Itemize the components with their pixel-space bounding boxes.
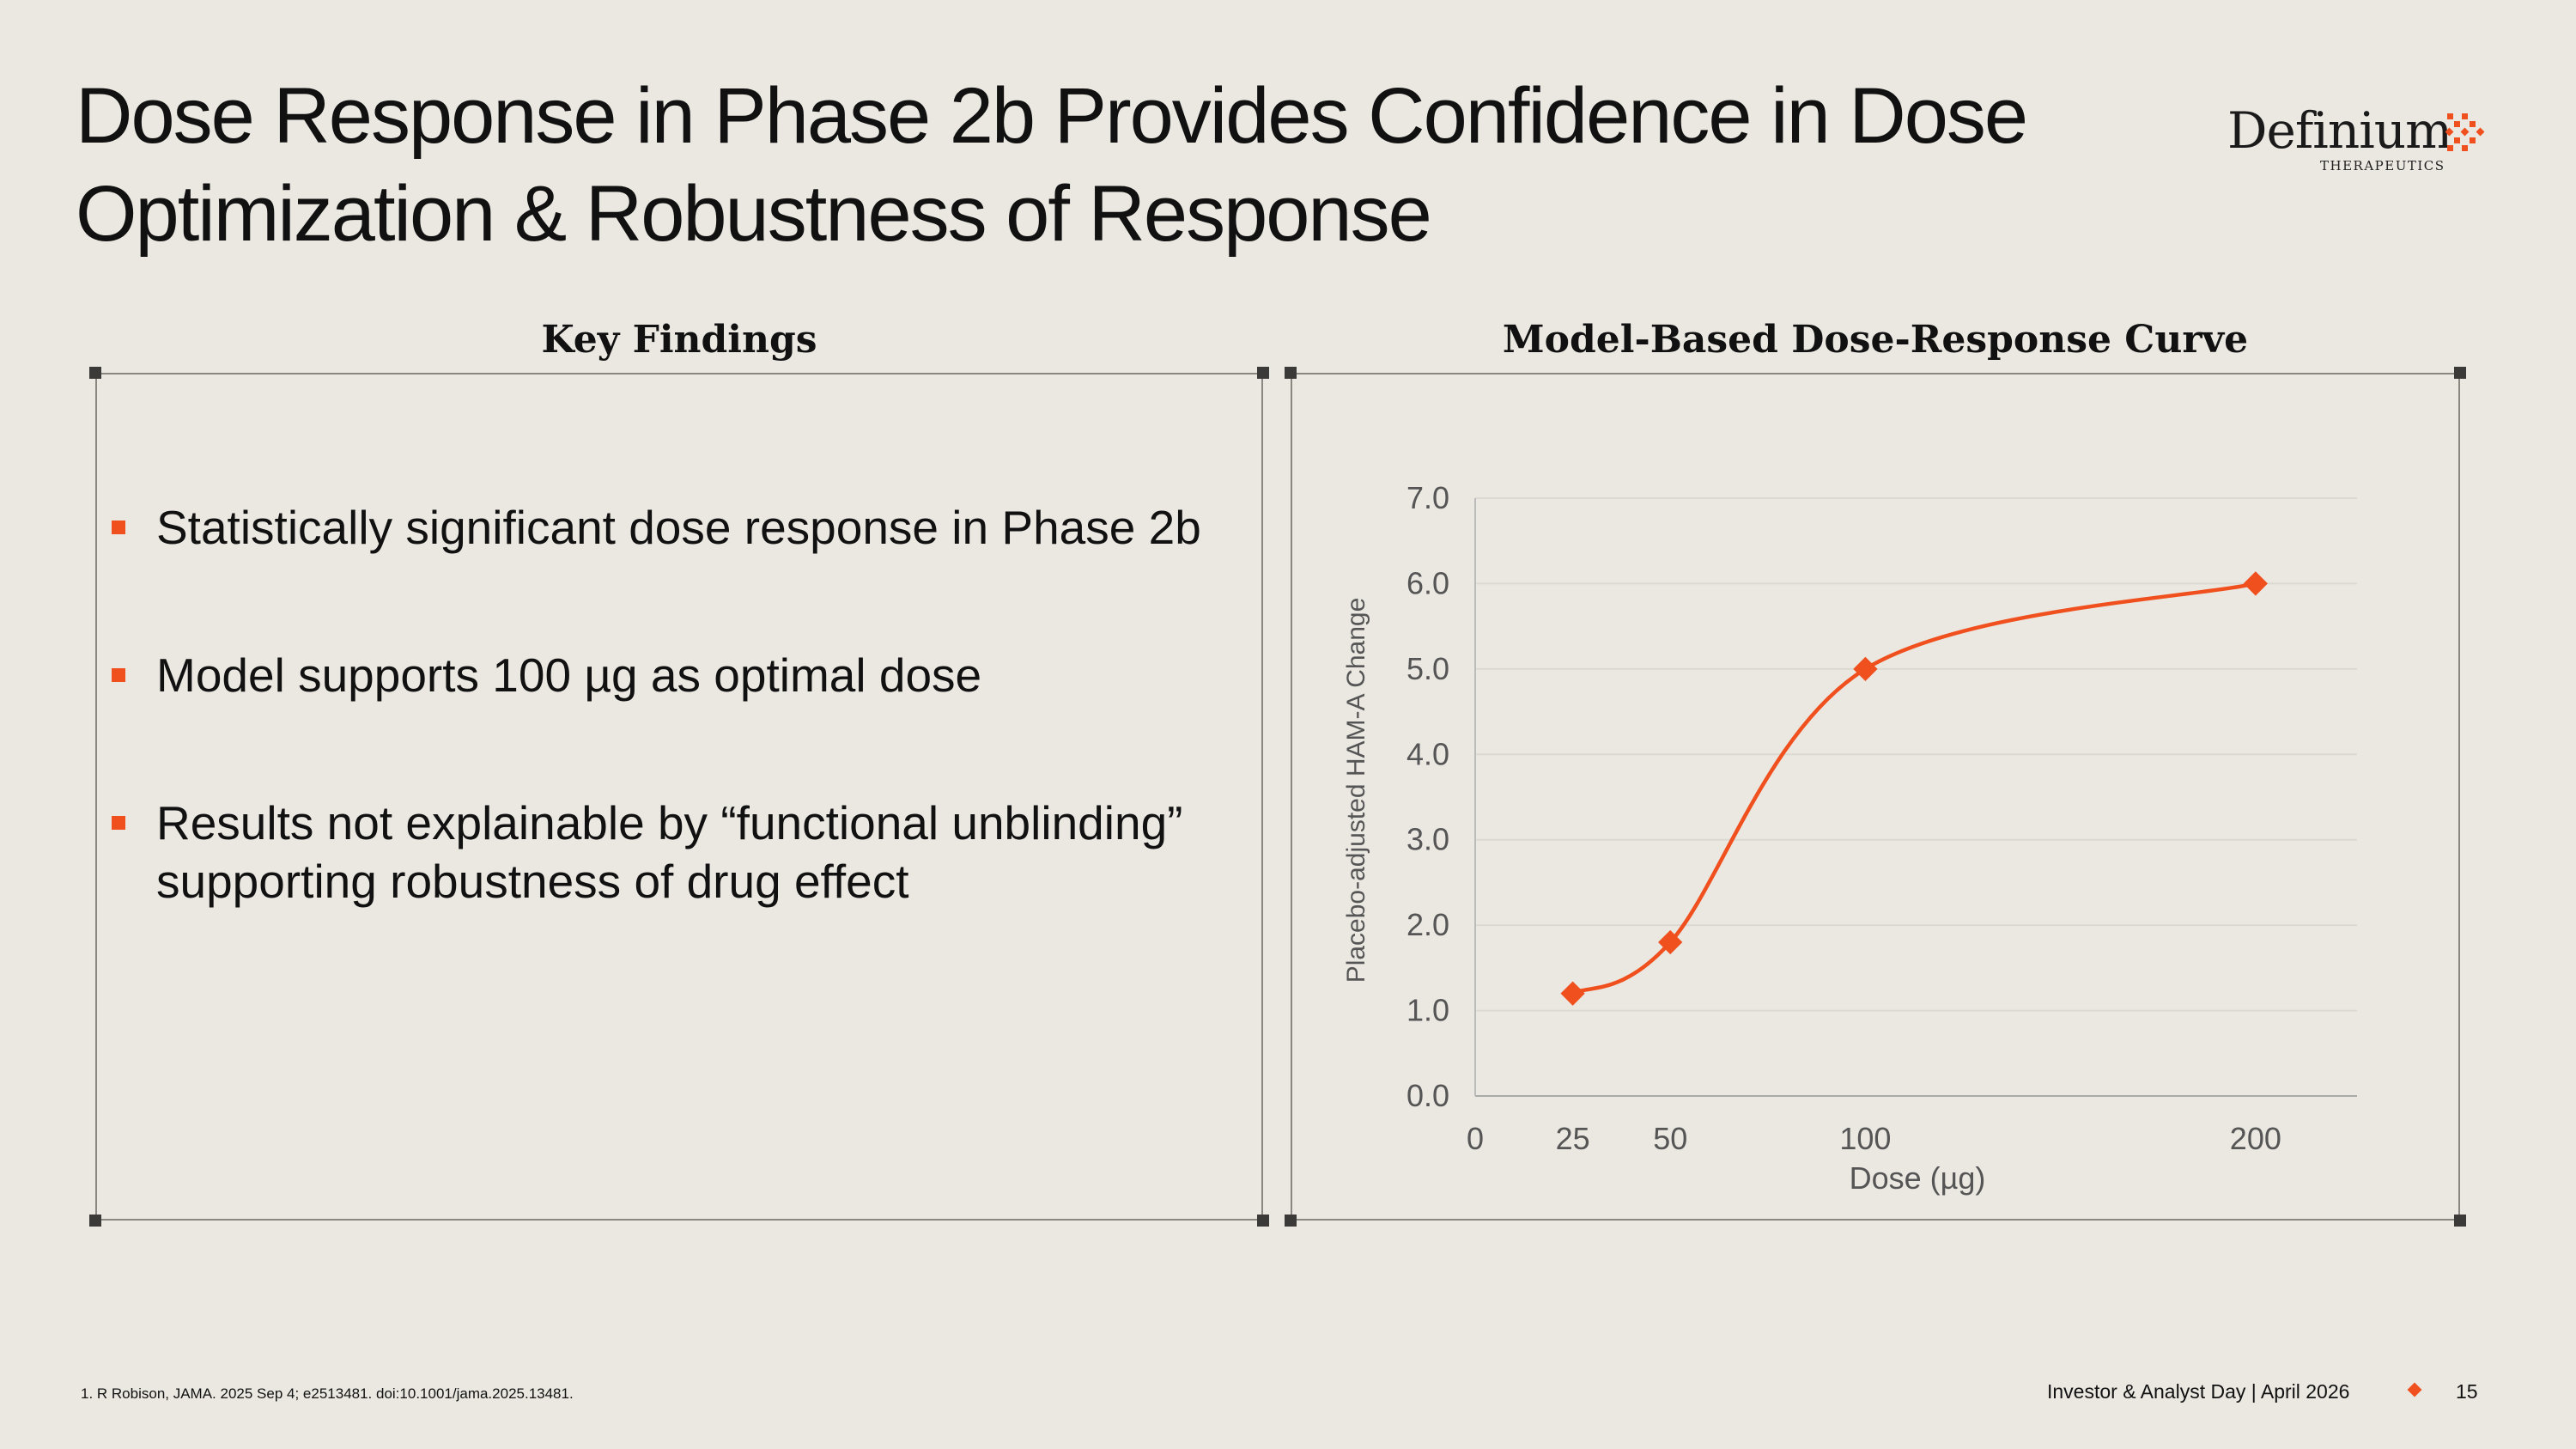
- logo-wordmark: Definium: [2227, 101, 2452, 160]
- logo-subtitle: THERAPEUTICS: [2320, 158, 2445, 174]
- y-tick-label: 7.0: [1406, 480, 1449, 515]
- event-label: Investor & Analyst Day | April 2026: [2047, 1380, 2350, 1403]
- chart-box: [1291, 373, 2460, 1221]
- x-axis-label: Dose (µg): [1850, 1160, 1986, 1196]
- chart-heading: Model-Based Dose-Response Curve: [1502, 318, 2249, 362]
- x-tick-label: 25: [1556, 1121, 1590, 1156]
- y-axis-label: Placebo-adjusted HAM-A Change: [1342, 598, 1370, 983]
- bullet-square-icon: [112, 816, 125, 830]
- y-tick-label: 6.0: [1406, 565, 1449, 600]
- data-point-diamond: [1658, 929, 1683, 955]
- key-findings-heading: Key Findings: [541, 318, 817, 362]
- resize-handle: [2454, 1215, 2466, 1227]
- finding-bullet: Statistically significant dose response …: [156, 501, 1201, 554]
- x-tick-label: 50: [1653, 1121, 1687, 1156]
- y-tick-label: 2.0: [1406, 907, 1449, 942]
- logo-pixel-icon: [2445, 113, 2485, 151]
- x-tick-label: 100: [1839, 1121, 1891, 1156]
- bullet-square-icon: [112, 521, 125, 534]
- resize-handle: [1257, 1215, 1269, 1227]
- x-tick-label: 0: [1467, 1121, 1484, 1156]
- y-tick-label: 0.0: [1406, 1078, 1449, 1113]
- slide-title: Dose Response in Phase 2b Provides Confi…: [76, 72, 2028, 258]
- resize-handle: [1285, 1215, 1297, 1227]
- y-tick-label: 4.0: [1406, 736, 1449, 771]
- resize-handle: [2454, 367, 2466, 379]
- series-line: [1571, 581, 2257, 995]
- resize-handle: [89, 367, 101, 379]
- x-tick-label: 200: [2230, 1121, 2281, 1156]
- y-tick-label: 5.0: [1406, 651, 1449, 686]
- resize-handle: [1285, 367, 1297, 379]
- data-point-diamond: [2243, 571, 2268, 596]
- key-findings-box: [95, 373, 1263, 1221]
- y-tick-label: 3.0: [1406, 822, 1449, 857]
- data-point-diamond: [1560, 981, 1585, 1006]
- finding-bullet: Model supports 100 µg as optimal dose: [156, 648, 982, 702]
- company-logo: Definium THERAPEUTICS: [2227, 101, 2485, 174]
- page-number: 15: [2456, 1380, 2478, 1403]
- bullet-square-icon: [112, 668, 125, 682]
- resize-handle: [1257, 367, 1269, 379]
- footnote: 1. R Robison, JAMA. 2025 Sep 4; e2513481…: [81, 1385, 574, 1402]
- data-point-diamond: [1853, 656, 1878, 681]
- y-tick-label: 1.0: [1406, 993, 1449, 1028]
- finding-bullet: Results not explainable by “functional u…: [156, 796, 1183, 908]
- resize-handle: [89, 1215, 101, 1227]
